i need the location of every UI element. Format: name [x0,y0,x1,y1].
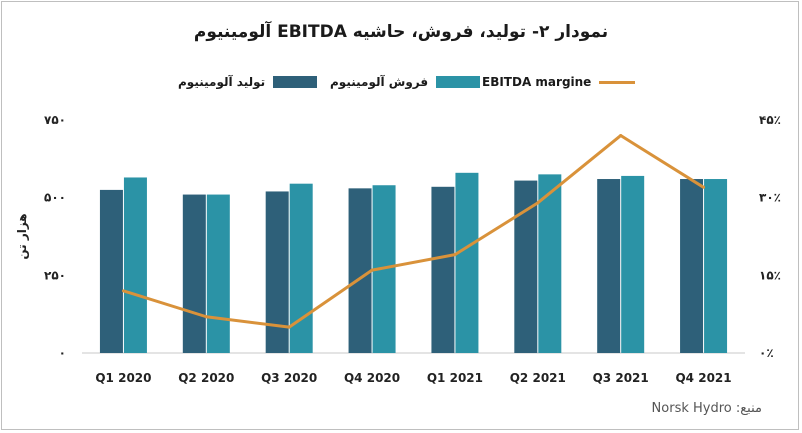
y-tick-label: ۲۵۰ [44,268,66,282]
legend-label-production: تولید آلومینیوم [178,75,266,89]
bar-sales [621,175,645,353]
legend: تولید آلومینیوم فروش آلومینیوم EBITDA ma… [0,70,802,94]
bar-sales [289,183,313,353]
legend-label-margin: EBITDA margine [482,75,592,89]
point-ebitda-margin [370,268,374,272]
chart-title: نمودار ۲- تولید، فروش، حاشیه EBITDA آلوم… [193,22,609,42]
x-tick-label: Q1 2021 [427,371,483,385]
bar-sales [538,174,562,353]
point-ebitda-margin [453,253,457,257]
y2-tick-label: ۳۰٪ [759,191,781,205]
y2-tick-label: ۱۵٪ [759,268,781,282]
point-ebitda-margin [536,201,540,205]
source-note: منبع: Norsk Hydro [651,401,762,416]
line-ebitda-margin [122,134,705,329]
bar-sales [206,194,230,353]
bar-production [265,191,289,353]
x-tick-label: Q3 2021 [593,371,649,385]
y-tick-label: ۰ [59,346,66,360]
bar-production [680,179,704,353]
point-ebitda-margin [287,325,291,329]
point-ebitda-margin [121,289,125,293]
x-tick-label: Q4 2021 [675,371,731,385]
y-tick-label: ۷۵۰ [44,113,66,127]
point-ebitda-margin [204,315,208,319]
bar-sales [704,179,728,353]
legend-label-sales: فروش آلومینیوم [330,75,429,89]
legend-swatch-production [273,76,318,88]
bar-sales [455,172,479,353]
bar-production [431,186,455,353]
x-tick-label: Q2 2021 [510,371,566,385]
x-tick-label: Q3 2020 [261,371,317,385]
bar-sales [123,177,147,353]
bar-production [182,194,206,353]
legend-item-sales: فروش آلومینیوم [330,70,481,94]
y2-tick-label: ۴۵٪ [759,113,781,127]
bar-production [514,180,538,353]
y2-tick-label: ۰٪ [759,346,774,360]
point-ebitda-margin [619,134,623,138]
legend-item-margin: EBITDA margine [482,70,636,94]
bar-production [348,188,372,353]
legend-swatch-sales [436,76,481,88]
point-ebitda-margin [702,185,706,189]
x-tick-label: Q4 2020 [344,371,400,385]
legend-swatch-margin [599,80,636,84]
x-tick-label: Q1 2020 [95,371,151,385]
legend-item-production: تولید آلومینیوم [178,70,318,94]
x-tick-label: Q2 2020 [178,371,234,385]
y-axis-title: هزار تن [15,213,29,259]
y-tick-label: ۵۰۰ [44,191,66,205]
bar-production [597,179,621,353]
bar-production [99,189,123,353]
